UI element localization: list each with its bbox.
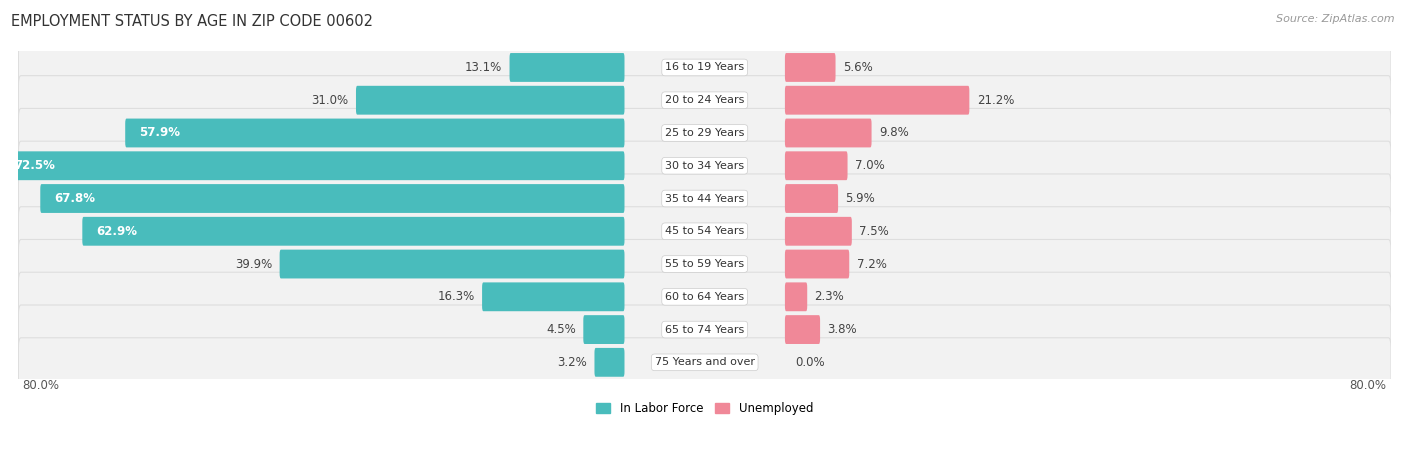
Text: Source: ZipAtlas.com: Source: ZipAtlas.com — [1277, 14, 1395, 23]
Text: 2.3%: 2.3% — [814, 290, 844, 304]
FancyBboxPatch shape — [83, 217, 624, 246]
Text: 7.2%: 7.2% — [856, 258, 886, 271]
Text: 16.3%: 16.3% — [437, 290, 475, 304]
FancyBboxPatch shape — [785, 53, 835, 82]
FancyBboxPatch shape — [18, 239, 1391, 289]
Text: 4.5%: 4.5% — [547, 323, 576, 336]
Text: 57.9%: 57.9% — [139, 126, 180, 139]
Text: 7.0%: 7.0% — [855, 159, 884, 172]
Text: 7.5%: 7.5% — [859, 225, 889, 238]
Text: 62.9%: 62.9% — [97, 225, 138, 238]
FancyBboxPatch shape — [18, 108, 1391, 157]
Text: 75 Years and over: 75 Years and over — [655, 357, 755, 367]
FancyBboxPatch shape — [18, 305, 1391, 354]
Text: 60 to 64 Years: 60 to 64 Years — [665, 292, 744, 302]
Text: 67.8%: 67.8% — [55, 192, 96, 205]
FancyBboxPatch shape — [785, 152, 848, 180]
FancyBboxPatch shape — [785, 282, 807, 311]
Text: 65 to 74 Years: 65 to 74 Years — [665, 325, 744, 335]
FancyBboxPatch shape — [18, 272, 1391, 322]
FancyBboxPatch shape — [785, 249, 849, 278]
FancyBboxPatch shape — [509, 53, 624, 82]
Text: 55 to 59 Years: 55 to 59 Years — [665, 259, 744, 269]
Text: 3.8%: 3.8% — [827, 323, 858, 336]
Text: 45 to 54 Years: 45 to 54 Years — [665, 226, 744, 236]
Text: 13.1%: 13.1% — [465, 61, 502, 74]
FancyBboxPatch shape — [18, 207, 1391, 256]
Text: 21.2%: 21.2% — [977, 94, 1014, 107]
FancyBboxPatch shape — [583, 315, 624, 344]
FancyBboxPatch shape — [18, 174, 1391, 223]
Text: 80.0%: 80.0% — [22, 379, 59, 392]
Text: 5.9%: 5.9% — [845, 192, 875, 205]
FancyBboxPatch shape — [0, 152, 624, 180]
Text: 3.2%: 3.2% — [557, 356, 588, 369]
Text: 80.0%: 80.0% — [1350, 379, 1386, 392]
Text: 0.0%: 0.0% — [794, 356, 824, 369]
FancyBboxPatch shape — [785, 119, 872, 147]
Text: 20 to 24 Years: 20 to 24 Years — [665, 95, 744, 105]
FancyBboxPatch shape — [785, 315, 820, 344]
Text: 72.5%: 72.5% — [14, 159, 55, 172]
FancyBboxPatch shape — [18, 141, 1391, 190]
FancyBboxPatch shape — [482, 282, 624, 311]
Text: 9.8%: 9.8% — [879, 126, 908, 139]
FancyBboxPatch shape — [595, 348, 624, 377]
FancyBboxPatch shape — [18, 338, 1391, 387]
FancyBboxPatch shape — [18, 76, 1391, 125]
Legend: In Labor Force, Unemployed: In Labor Force, Unemployed — [596, 402, 813, 415]
Text: 31.0%: 31.0% — [312, 94, 349, 107]
Text: 16 to 19 Years: 16 to 19 Years — [665, 62, 744, 73]
Text: 30 to 34 Years: 30 to 34 Years — [665, 161, 744, 171]
FancyBboxPatch shape — [125, 119, 624, 147]
FancyBboxPatch shape — [41, 184, 624, 213]
Text: 35 to 44 Years: 35 to 44 Years — [665, 193, 744, 203]
FancyBboxPatch shape — [785, 184, 838, 213]
FancyBboxPatch shape — [785, 217, 852, 246]
Text: EMPLOYMENT STATUS BY AGE IN ZIP CODE 00602: EMPLOYMENT STATUS BY AGE IN ZIP CODE 006… — [11, 14, 373, 28]
Text: 5.6%: 5.6% — [842, 61, 873, 74]
FancyBboxPatch shape — [785, 86, 969, 115]
FancyBboxPatch shape — [356, 86, 624, 115]
Text: 25 to 29 Years: 25 to 29 Years — [665, 128, 744, 138]
FancyBboxPatch shape — [18, 43, 1391, 92]
Text: 39.9%: 39.9% — [235, 258, 273, 271]
FancyBboxPatch shape — [280, 249, 624, 278]
